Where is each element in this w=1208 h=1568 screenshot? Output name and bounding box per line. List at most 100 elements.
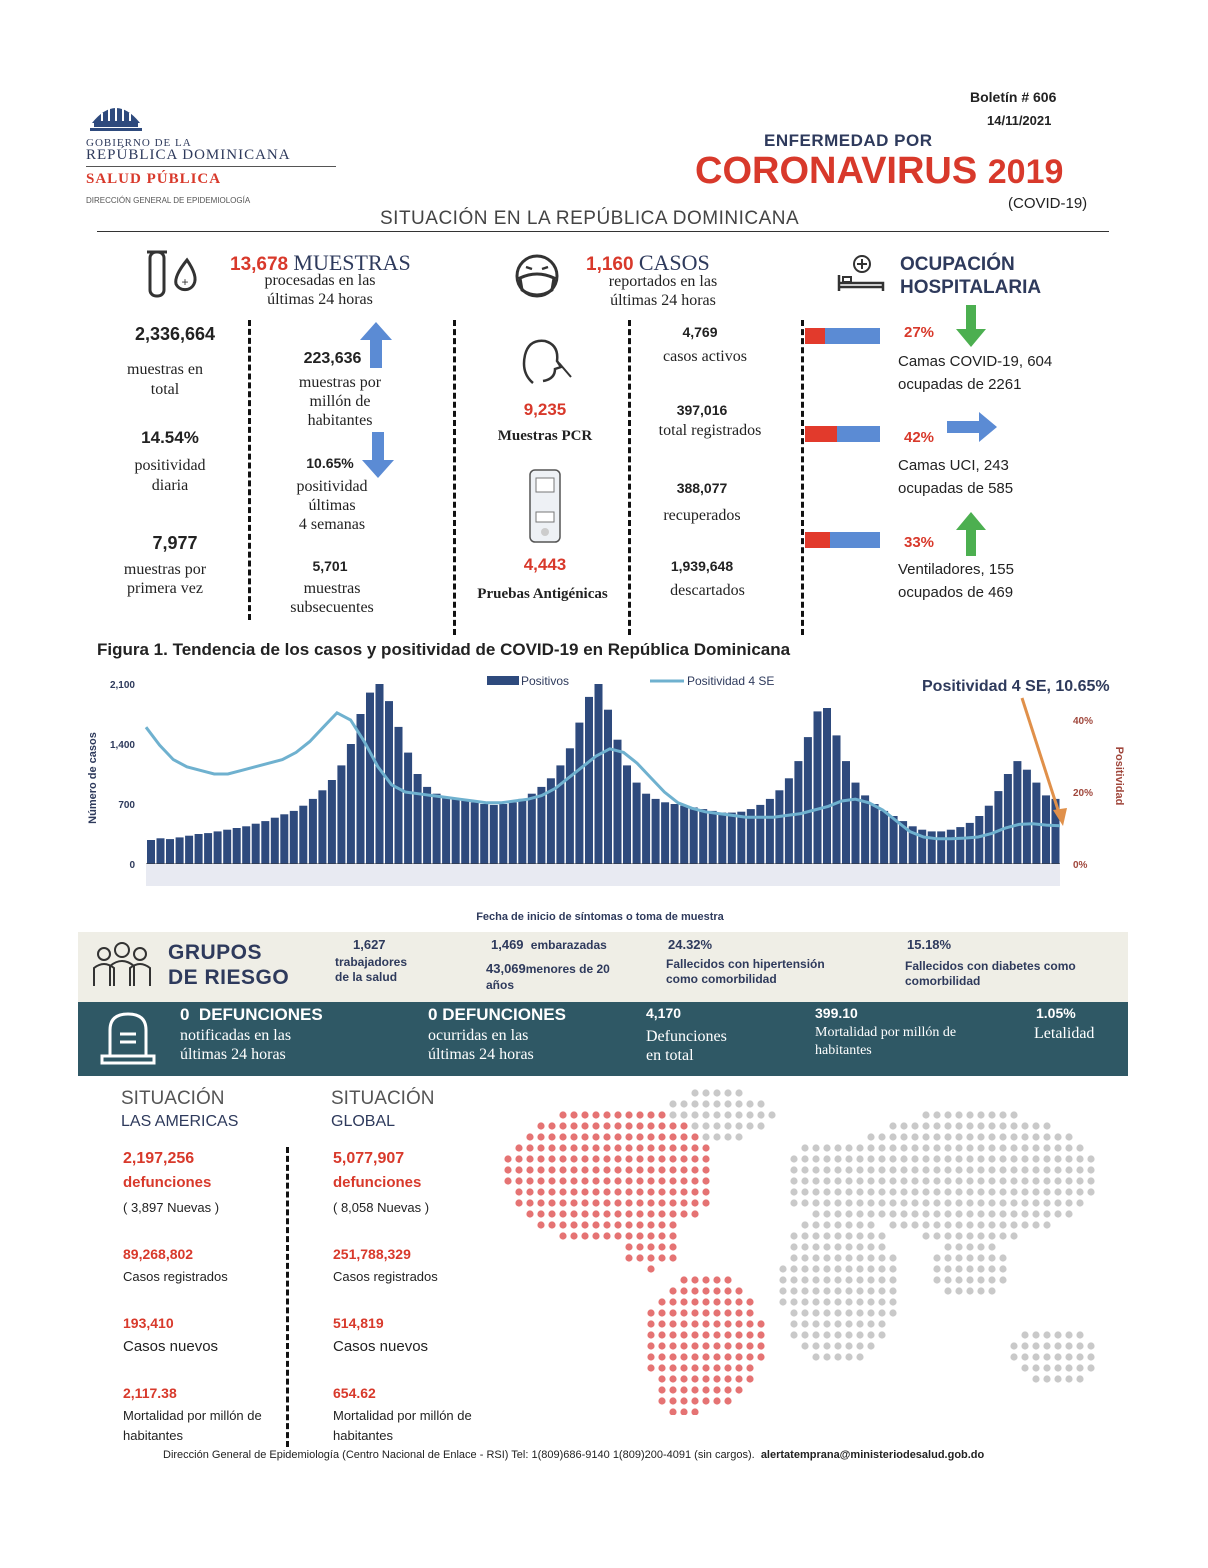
map-dot bbox=[713, 1133, 721, 1141]
map-dot bbox=[603, 1155, 611, 1163]
map-dot bbox=[1021, 1221, 1029, 1229]
map-dot bbox=[845, 1265, 853, 1273]
map-dot bbox=[702, 1397, 710, 1405]
bar-positivos bbox=[346, 744, 355, 864]
map-dot bbox=[581, 1199, 589, 1207]
map-dot bbox=[724, 1397, 732, 1405]
map-dot bbox=[823, 1155, 831, 1163]
map-dot bbox=[680, 1276, 688, 1284]
map-dot bbox=[713, 1100, 721, 1108]
bar-positivos bbox=[537, 786, 546, 864]
map-dot bbox=[713, 1397, 721, 1405]
map-dot bbox=[1087, 1177, 1095, 1185]
map-dot bbox=[889, 1144, 897, 1152]
map-dot bbox=[801, 1188, 809, 1196]
arrow-right-icon bbox=[947, 412, 997, 442]
map-dot bbox=[713, 1331, 721, 1339]
map-dot bbox=[702, 1364, 710, 1372]
map-dot bbox=[834, 1254, 842, 1262]
map-dot bbox=[680, 1111, 688, 1119]
map-dot bbox=[559, 1166, 567, 1174]
map-dot bbox=[900, 1133, 908, 1141]
map-dot bbox=[702, 1100, 710, 1108]
global-mort-value: 654.62 bbox=[333, 1385, 376, 1401]
map-dot bbox=[570, 1221, 578, 1229]
map-dot bbox=[801, 1221, 809, 1229]
map-dot bbox=[691, 1364, 699, 1372]
map-dot bbox=[702, 1276, 710, 1284]
map-dot bbox=[625, 1254, 633, 1262]
map-dot bbox=[647, 1309, 655, 1317]
map-dot bbox=[889, 1210, 897, 1218]
map-dot bbox=[1032, 1144, 1040, 1152]
map-dot bbox=[526, 1188, 534, 1196]
map-dot bbox=[801, 1287, 809, 1295]
map-dot bbox=[1032, 1155, 1040, 1163]
map-dot bbox=[812, 1155, 820, 1163]
map-dot bbox=[1010, 1342, 1018, 1350]
map-dot bbox=[845, 1331, 853, 1339]
map-dot bbox=[867, 1276, 875, 1284]
map-dot bbox=[1021, 1144, 1029, 1152]
map-dot bbox=[812, 1254, 820, 1262]
map-dot bbox=[845, 1210, 853, 1218]
diabetes-label: Fallecidos con diabetes como comorbilidad bbox=[905, 959, 1076, 988]
map-dot bbox=[955, 1287, 963, 1295]
map-dot bbox=[559, 1177, 567, 1185]
map-dot bbox=[955, 1122, 963, 1130]
map-dot bbox=[647, 1232, 655, 1240]
map-dot bbox=[944, 1276, 952, 1284]
map-dot bbox=[845, 1166, 853, 1174]
map-dot bbox=[526, 1133, 534, 1141]
grupos-riesgo-band: GRUPOS DE RIESGO 1,627 trabajadores de la … bbox=[78, 932, 1128, 1002]
map-dot bbox=[614, 1210, 622, 1218]
map-dot bbox=[614, 1188, 622, 1196]
map-dot bbox=[955, 1155, 963, 1163]
map-dot bbox=[548, 1166, 556, 1174]
bar-positivos bbox=[147, 840, 155, 864]
map-dot bbox=[922, 1199, 930, 1207]
map-dot bbox=[977, 1155, 985, 1163]
map-dot bbox=[636, 1177, 644, 1185]
map-dot bbox=[966, 1155, 974, 1163]
map-dot bbox=[713, 1276, 721, 1284]
map-dot bbox=[955, 1188, 963, 1196]
map-dot bbox=[1065, 1155, 1073, 1163]
bar-positivos bbox=[556, 765, 565, 864]
map-dot bbox=[1087, 1364, 1095, 1372]
map-dot bbox=[537, 1155, 545, 1163]
map-dot bbox=[1065, 1133, 1073, 1141]
map-dot bbox=[548, 1155, 556, 1163]
occupancy-fill bbox=[805, 328, 826, 344]
positividad-diaria-label: positividad diaria bbox=[134, 457, 206, 494]
map-dot bbox=[856, 1276, 864, 1284]
bar-positivos bbox=[375, 684, 384, 864]
map-dot bbox=[669, 1166, 677, 1174]
map-dot bbox=[834, 1144, 842, 1152]
map-dot bbox=[669, 1342, 677, 1350]
arrow-up-icon bbox=[360, 322, 392, 368]
map-dot bbox=[559, 1144, 567, 1152]
map-dot bbox=[878, 1177, 886, 1185]
americas-title1: SITUACIÓN bbox=[121, 1088, 225, 1109]
bar-positivos bbox=[185, 835, 194, 864]
map-dot bbox=[812, 1320, 820, 1328]
map-dot bbox=[669, 1122, 677, 1130]
map-dot bbox=[845, 1309, 853, 1317]
occupancy-pct: 42% bbox=[904, 429, 935, 446]
footer-email[interactable]: alertatemprana@ministeriodesalud.gob.do bbox=[760, 1449, 985, 1461]
map-dot bbox=[581, 1133, 589, 1141]
map-dot bbox=[658, 1221, 666, 1229]
map-dot bbox=[988, 1111, 996, 1119]
map-dot bbox=[1010, 1111, 1018, 1119]
map-dot bbox=[1065, 1177, 1073, 1185]
map-dot bbox=[647, 1331, 655, 1339]
figure-title: Figura 1. Tendencia de los casos y posit… bbox=[97, 640, 791, 659]
map-dot bbox=[757, 1342, 765, 1350]
map-dot bbox=[647, 1122, 655, 1130]
map-dot bbox=[922, 1155, 930, 1163]
map-dot bbox=[845, 1276, 853, 1284]
map-dot bbox=[988, 1287, 996, 1295]
map-dot bbox=[834, 1309, 842, 1317]
x-axis-label: Fecha de inicio de síntomas o toma de mu… bbox=[476, 911, 724, 923]
